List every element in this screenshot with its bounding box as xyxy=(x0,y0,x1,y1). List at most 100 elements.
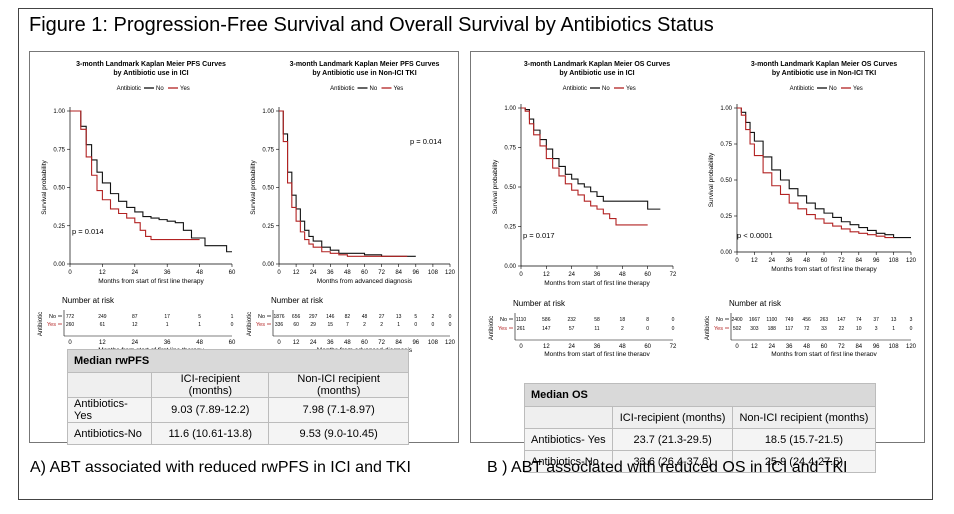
y-tick-label: 0.50 xyxy=(262,186,274,192)
km-curve-yes xyxy=(521,107,648,226)
x-tick-label: 48 xyxy=(196,270,203,276)
risk-count-yes: 0 xyxy=(432,322,435,328)
risk-x-axis-label: Months from start of first line therapy xyxy=(544,351,650,356)
chart-title: 3-month Landmark Kaplan Meier OS Curves xyxy=(751,61,897,68)
risk-x-tick-label: 72 xyxy=(378,340,385,346)
risk-x-tick-label: 12 xyxy=(293,340,300,346)
col-non-ici: Non-ICI recipient (months) xyxy=(731,406,877,429)
risk-x-tick-label: 120 xyxy=(906,344,917,350)
risk-label-no: No xyxy=(49,314,56,320)
risk-count-no: 27 xyxy=(379,314,385,320)
legend-no-label: No xyxy=(602,86,610,92)
risk-count-no: 0 xyxy=(449,314,452,320)
risk-count-yes: 147 xyxy=(542,326,551,332)
risk-count-yes: 1 xyxy=(397,322,400,328)
x-tick-label: 108 xyxy=(428,270,439,276)
risk-x-tick-label: 0 xyxy=(277,340,281,346)
x-tick-label: 24 xyxy=(310,270,317,276)
p-value: p = 0.014 xyxy=(410,137,442,146)
cell-non-ici: 9.53 (9.0-10.45) xyxy=(268,422,409,445)
risk-count-yes: 2 xyxy=(621,326,624,332)
km-curve-yes xyxy=(737,107,894,239)
risk-count-yes: 303 xyxy=(750,326,759,332)
risk-x-tick-label: 72 xyxy=(838,344,845,350)
figure-title: Figure 1: Progression-Free Survival and … xyxy=(29,14,714,36)
risk-count-no: 1876 xyxy=(273,314,284,320)
risk-count-yes: 2 xyxy=(380,322,383,328)
x-tick-label: 0 xyxy=(735,258,739,264)
row-label: Antibiotics-No xyxy=(66,422,153,445)
x-tick-label: 72 xyxy=(670,272,677,278)
risk-count-no: 74 xyxy=(856,317,862,323)
x-tick-label: 12 xyxy=(543,272,550,278)
x-tick-label: 0 xyxy=(68,270,72,276)
y-tick-label: 0.00 xyxy=(262,262,274,268)
col-ici: ICI-recipient (months) xyxy=(612,406,733,429)
y-tick-label: 0.00 xyxy=(53,262,65,268)
x-tick-label: 36 xyxy=(594,272,601,278)
chart-title: 3-month Landmark Kaplan Meier PFS Curves xyxy=(76,61,226,68)
risk-count-yes: 188 xyxy=(768,326,777,332)
x-tick-label: 84 xyxy=(395,270,402,276)
risk-count-no: 82 xyxy=(345,314,351,320)
row-label: Antibiotics- Yes xyxy=(523,428,614,451)
x-tick-label: 60 xyxy=(821,258,828,264)
risk-count-yes: 15 xyxy=(328,322,334,328)
risk-x-tick-label: 48 xyxy=(803,344,810,350)
y-axis-label: Survival probability xyxy=(708,152,715,207)
cell-non-ici: 25.9 (24.4-27.5) xyxy=(731,450,877,473)
y-tick-label: 0.00 xyxy=(504,264,516,270)
risk-count-yes: 1 xyxy=(166,322,169,328)
risk-count-no: 87 xyxy=(132,314,138,320)
risk-count-no: 58 xyxy=(594,317,600,323)
y-tick-label: 0.50 xyxy=(720,178,732,184)
cell-non-ici: 7.98 (7.1-8.97) xyxy=(268,397,409,423)
risk-label-yes: Yes xyxy=(47,322,56,328)
x-tick-label: 48 xyxy=(619,272,626,278)
legend-yes-label: Yes xyxy=(180,86,190,92)
x-tick-label: 12 xyxy=(293,270,300,276)
legend-no-label: No xyxy=(156,86,164,92)
risk-label-no: No xyxy=(716,317,723,323)
risk-count-no: 37 xyxy=(873,317,879,323)
risk-count-yes: 261 xyxy=(517,326,526,332)
km-curve-no xyxy=(70,110,232,253)
risk-x-tick-label: 0 xyxy=(735,344,739,350)
risk-count-yes: 3 xyxy=(875,326,878,332)
risk-count-no: 3 xyxy=(910,317,913,323)
risk-x-tick-label: 108 xyxy=(428,340,439,346)
risk-count-no: 146 xyxy=(326,314,335,320)
chart-title: 3-month Landmark Kaplan Meier OS Curves xyxy=(524,61,670,68)
risk-count-no: 48 xyxy=(362,314,368,320)
risk-count-no: 1110 xyxy=(516,317,527,323)
risk-x-tick-label: 60 xyxy=(361,340,368,346)
risk-x-tick-label: 12 xyxy=(99,340,106,346)
risk-count-yes: 502 xyxy=(733,326,742,332)
chart-title: 3-month Landmark Kaplan Meier PFS Curves xyxy=(290,61,440,68)
panel-a: 3-month Landmark Kaplan Meier PFS Curves… xyxy=(29,51,459,445)
median-os-table: Median OS ICI-recipient (months) Non-ICI … xyxy=(523,383,877,473)
risk-ylabel: Antibiotic xyxy=(247,312,253,336)
x-tick-label: 0 xyxy=(277,270,281,276)
risk-count-no: 1667 xyxy=(749,317,760,323)
x-tick-label: 48 xyxy=(803,258,810,264)
y-tick-label: 0.75 xyxy=(53,147,65,153)
risk-count-yes: 0 xyxy=(414,322,417,328)
risk-count-no: 456 xyxy=(802,317,811,323)
risk-count-no: 13 xyxy=(396,314,402,320)
risk-count-no: 586 xyxy=(542,317,551,323)
risk-count-yes: 72 xyxy=(804,326,810,332)
cell-non-ici: 18.5 (15.7-21.5) xyxy=(731,428,877,451)
chart-subtitle: by Antibiotic use in Non-ICI TKI xyxy=(312,70,416,77)
median-os-title: Median OS xyxy=(524,383,876,407)
x-tick-label: 96 xyxy=(412,270,419,276)
km-curve-no xyxy=(521,107,661,210)
risk-x-tick-label: 0 xyxy=(519,344,523,350)
risk-x-tick-label: 108 xyxy=(889,344,900,350)
p-value: p < 0.0001 xyxy=(737,231,773,240)
x-tick-label: 48 xyxy=(344,270,351,276)
risk-x-tick-label: 60 xyxy=(644,344,651,350)
risk-count-no: 1 xyxy=(231,314,234,320)
risk-count-no: 2 xyxy=(432,314,435,320)
risk-ylabel: Antibiotic xyxy=(489,316,495,340)
